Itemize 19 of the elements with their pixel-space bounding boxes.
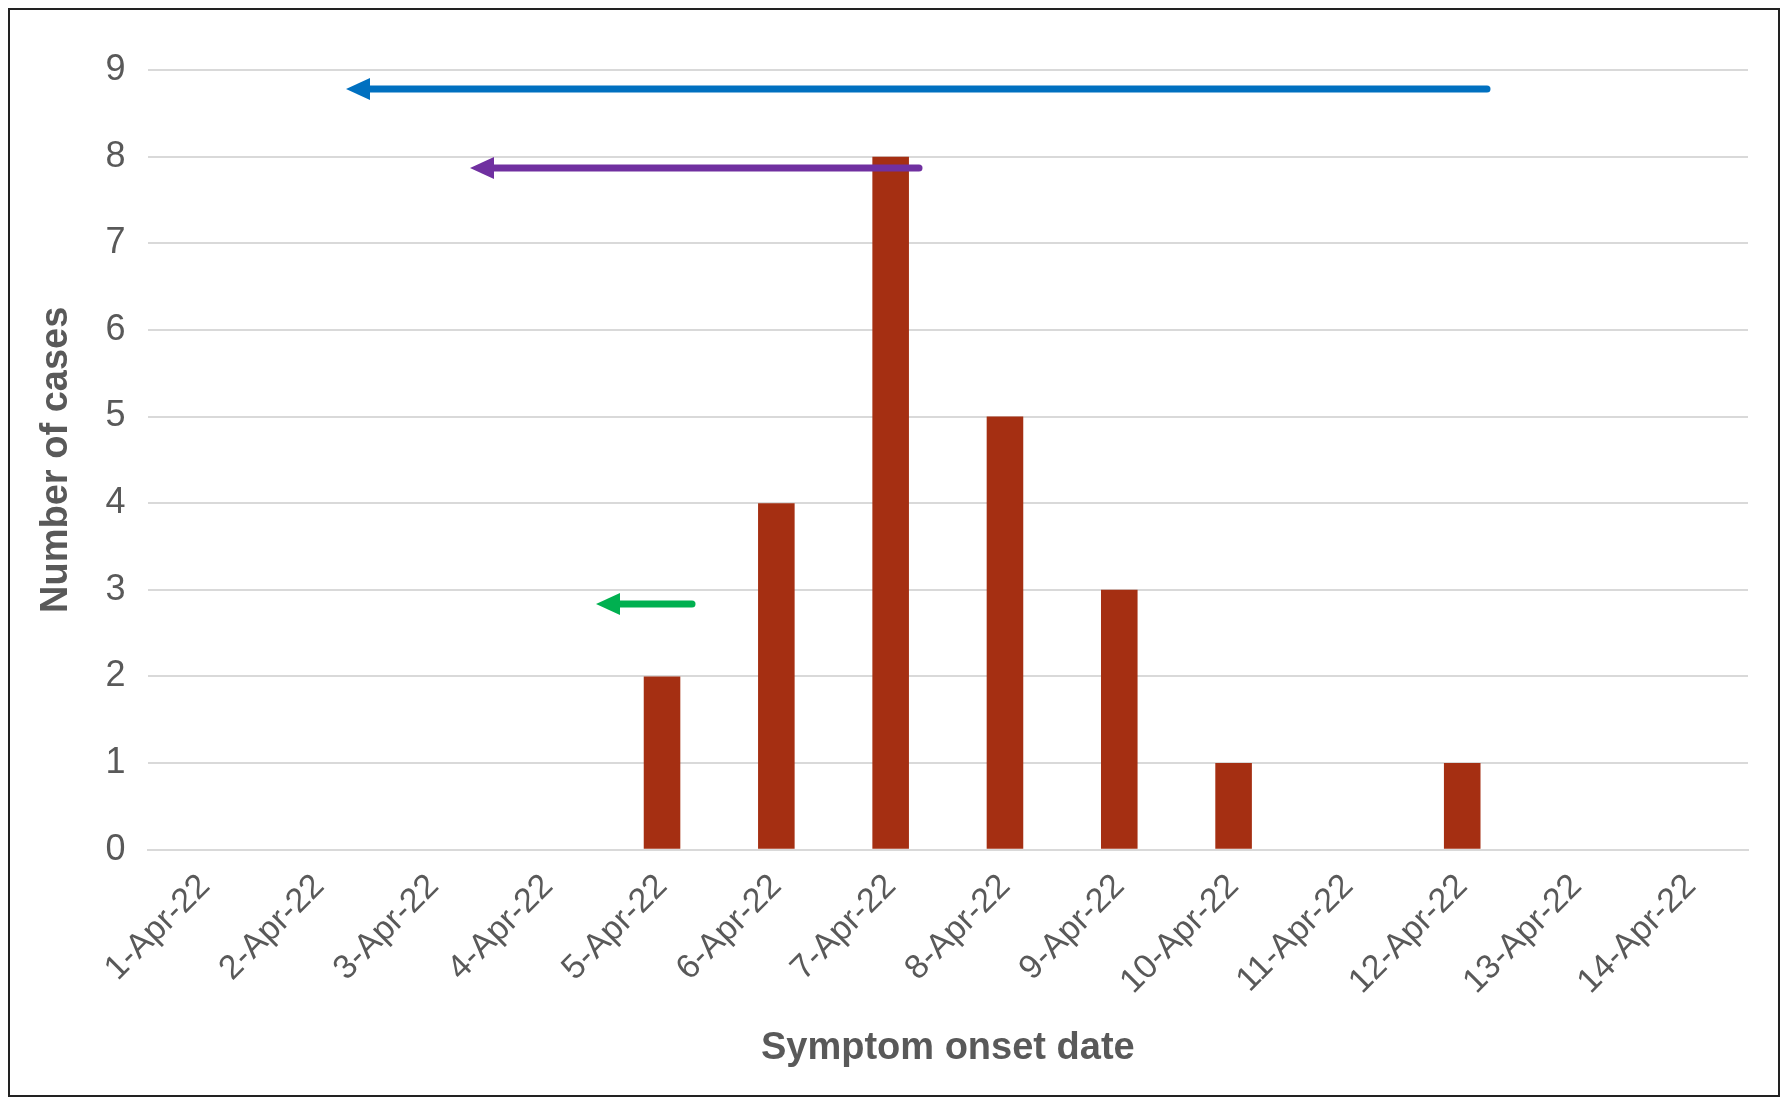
y-tick-label: 3 xyxy=(105,566,126,608)
bar xyxy=(1100,589,1138,849)
bar xyxy=(1443,763,1481,849)
bar xyxy=(986,416,1024,849)
y-tick-label: 7 xyxy=(105,220,126,262)
y-tick-label: 9 xyxy=(105,46,126,88)
y-tick-label: 2 xyxy=(105,653,126,695)
bar xyxy=(1215,763,1252,849)
y-tick-label: 8 xyxy=(105,133,126,175)
y-tick-label: 5 xyxy=(105,393,126,435)
y-tick-label: 0 xyxy=(105,826,126,868)
bar xyxy=(758,503,795,849)
x-axis-title: Symptom onset date xyxy=(760,1024,1135,1067)
bar xyxy=(643,676,681,849)
y-tick-label: 4 xyxy=(105,480,126,522)
y-tick-label: 1 xyxy=(105,739,126,781)
y-tick-label: 6 xyxy=(105,306,126,348)
bar xyxy=(872,156,909,849)
y-axis-title: Number of cases xyxy=(33,306,76,613)
